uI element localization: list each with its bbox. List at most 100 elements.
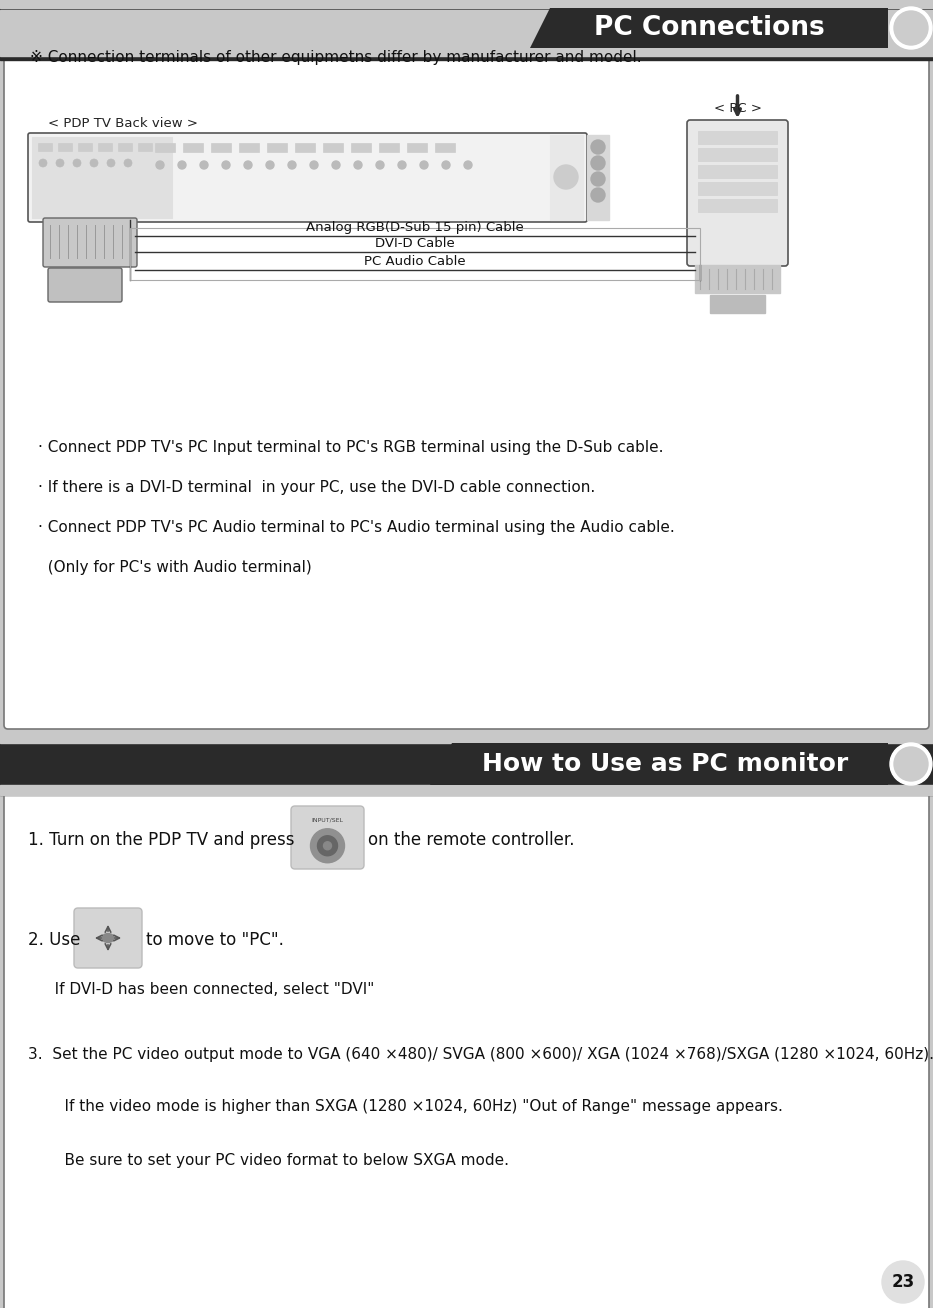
Circle shape xyxy=(591,171,605,186)
Text: (Only for PC's with Audio terminal): (Only for PC's with Audio terminal) xyxy=(38,560,312,576)
Circle shape xyxy=(324,842,331,850)
FancyBboxPatch shape xyxy=(291,806,364,869)
Circle shape xyxy=(894,747,928,781)
Circle shape xyxy=(890,7,932,48)
FancyBboxPatch shape xyxy=(74,908,142,968)
Text: DVI-D Cable: DVI-D Cable xyxy=(375,237,455,250)
Bar xyxy=(58,143,72,150)
Bar xyxy=(295,143,315,152)
Circle shape xyxy=(894,10,928,44)
Text: to move to "PC".: to move to "PC". xyxy=(146,931,284,950)
Bar xyxy=(98,143,112,150)
FancyBboxPatch shape xyxy=(4,781,929,1308)
Bar xyxy=(78,143,92,150)
Bar xyxy=(239,143,259,152)
Bar xyxy=(323,143,343,152)
Bar xyxy=(379,143,399,152)
Bar xyxy=(435,143,455,152)
Text: PC Connections: PC Connections xyxy=(593,14,825,41)
Circle shape xyxy=(554,165,578,188)
FancyBboxPatch shape xyxy=(48,268,122,302)
Circle shape xyxy=(288,161,296,169)
Bar xyxy=(351,143,371,152)
Circle shape xyxy=(464,161,472,169)
FancyBboxPatch shape xyxy=(43,218,137,267)
Bar xyxy=(0,10,933,56)
Circle shape xyxy=(90,160,98,167)
Circle shape xyxy=(376,161,384,169)
Text: < PC >: < PC > xyxy=(714,102,761,115)
Circle shape xyxy=(398,161,406,169)
Circle shape xyxy=(882,1261,924,1303)
Circle shape xyxy=(311,829,344,863)
Bar xyxy=(0,743,933,795)
Circle shape xyxy=(317,836,338,855)
Circle shape xyxy=(107,160,115,167)
Text: · Connect PDP TV's PC Input terminal to PC's RGB terminal using the D-Sub cable.: · Connect PDP TV's PC Input terminal to … xyxy=(38,439,663,455)
Bar xyxy=(183,143,203,152)
Bar xyxy=(32,137,172,218)
Circle shape xyxy=(39,160,47,167)
Bar xyxy=(267,143,287,152)
Circle shape xyxy=(442,161,450,169)
Text: on the remote controller.: on the remote controller. xyxy=(368,831,575,849)
Bar xyxy=(698,199,777,212)
Bar xyxy=(710,296,765,313)
FancyBboxPatch shape xyxy=(4,7,929,729)
Bar xyxy=(138,143,152,150)
Text: INPUT/SEL: INPUT/SEL xyxy=(312,818,343,823)
Bar xyxy=(407,143,427,152)
Text: PC Audio Cable: PC Audio Cable xyxy=(364,255,466,268)
Text: < PDP TV Back view >: < PDP TV Back view > xyxy=(48,116,198,129)
Circle shape xyxy=(354,161,362,169)
Bar xyxy=(698,131,777,144)
Text: · Connect PDP TV's PC Audio terminal to PC's Audio terminal using the Audio cabl: · Connect PDP TV's PC Audio terminal to … xyxy=(38,521,675,535)
Text: 23: 23 xyxy=(891,1273,914,1291)
Circle shape xyxy=(591,156,605,170)
Ellipse shape xyxy=(102,934,114,943)
Circle shape xyxy=(56,160,64,167)
Circle shape xyxy=(420,161,428,169)
Bar xyxy=(0,0,933,8)
Bar xyxy=(130,228,700,280)
Text: ※ Connection terminals of other equipmetns differ by manufacturer and model.: ※ Connection terminals of other equipmet… xyxy=(30,50,642,65)
Text: Analog RGB(D-Sub 15 pin) Cable: Analog RGB(D-Sub 15 pin) Cable xyxy=(306,221,523,234)
Circle shape xyxy=(124,160,132,167)
Bar xyxy=(0,738,933,743)
Text: If DVI-D has been connected, select "DVI": If DVI-D has been connected, select "DVI… xyxy=(40,982,374,998)
Circle shape xyxy=(222,161,230,169)
Text: 3.  Set the PC video output mode to VGA (640 ×480)/ SVGA (800 ×600)/ XGA (1024 ×: 3. Set the PC video output mode to VGA (… xyxy=(28,1048,933,1062)
Polygon shape xyxy=(430,743,888,785)
Circle shape xyxy=(591,188,605,201)
Circle shape xyxy=(200,161,208,169)
Bar xyxy=(695,266,780,293)
Text: · If there is a DVI-D terminal  in your PC, use the DVI-D cable connection.: · If there is a DVI-D terminal in your P… xyxy=(38,480,595,494)
Bar xyxy=(38,143,52,150)
Text: 1. Turn on the PDP TV and press: 1. Turn on the PDP TV and press xyxy=(28,831,295,849)
Polygon shape xyxy=(530,8,888,48)
Text: If the video mode is higher than SXGA (1280 ×1024, 60Hz) "Out of Range" message : If the video mode is higher than SXGA (1… xyxy=(45,1100,783,1114)
Circle shape xyxy=(591,140,605,154)
Bar xyxy=(211,143,231,152)
Circle shape xyxy=(156,161,164,169)
Circle shape xyxy=(73,160,81,167)
Circle shape xyxy=(178,161,186,169)
Circle shape xyxy=(890,743,932,785)
Bar xyxy=(698,148,777,161)
Bar xyxy=(0,785,933,795)
Bar xyxy=(155,143,175,152)
Circle shape xyxy=(332,161,340,169)
Bar xyxy=(118,143,132,150)
Circle shape xyxy=(310,161,318,169)
Bar xyxy=(0,8,933,60)
Circle shape xyxy=(266,161,274,169)
Circle shape xyxy=(244,161,252,169)
Bar xyxy=(587,135,609,220)
Text: How to Use as PC monitor: How to Use as PC monitor xyxy=(481,752,848,776)
Bar xyxy=(698,165,777,178)
Text: 2. Use: 2. Use xyxy=(28,931,80,950)
FancyBboxPatch shape xyxy=(28,133,587,222)
Bar xyxy=(0,48,933,56)
Text: Be sure to set your PC video format to below SXGA mode.: Be sure to set your PC video format to b… xyxy=(45,1152,509,1168)
Bar xyxy=(550,135,583,220)
